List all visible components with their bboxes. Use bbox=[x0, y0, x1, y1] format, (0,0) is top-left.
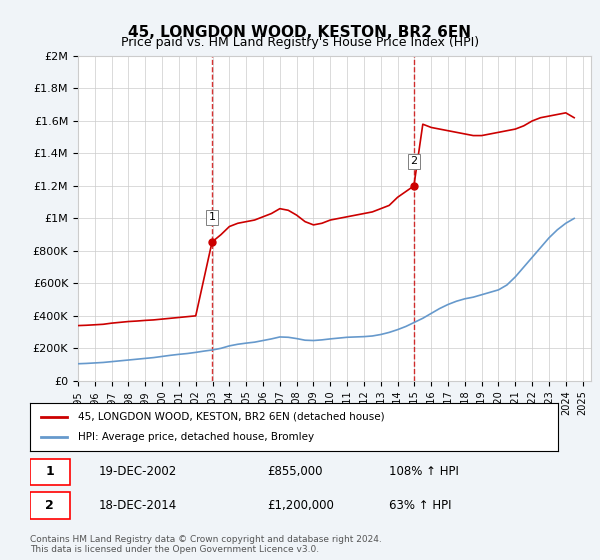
Text: 108% ↑ HPI: 108% ↑ HPI bbox=[389, 465, 459, 478]
Text: £1,200,000: £1,200,000 bbox=[268, 499, 334, 512]
FancyBboxPatch shape bbox=[30, 492, 70, 519]
Text: 63% ↑ HPI: 63% ↑ HPI bbox=[389, 499, 452, 512]
Text: 2: 2 bbox=[46, 499, 54, 512]
Text: Contains HM Land Registry data © Crown copyright and database right 2024.
This d: Contains HM Land Registry data © Crown c… bbox=[30, 535, 382, 554]
Text: 19-DEC-2002: 19-DEC-2002 bbox=[98, 465, 177, 478]
Text: £855,000: £855,000 bbox=[268, 465, 323, 478]
FancyBboxPatch shape bbox=[30, 459, 70, 485]
Text: 1: 1 bbox=[46, 465, 54, 478]
Text: 18-DEC-2014: 18-DEC-2014 bbox=[98, 499, 177, 512]
Text: 45, LONGDON WOOD, KESTON, BR2 6EN (detached house): 45, LONGDON WOOD, KESTON, BR2 6EN (detac… bbox=[77, 412, 384, 422]
Text: Price paid vs. HM Land Registry's House Price Index (HPI): Price paid vs. HM Land Registry's House … bbox=[121, 36, 479, 49]
Text: 45, LONGDON WOOD, KESTON, BR2 6EN: 45, LONGDON WOOD, KESTON, BR2 6EN bbox=[128, 25, 472, 40]
Text: HPI: Average price, detached house, Bromley: HPI: Average price, detached house, Brom… bbox=[77, 432, 314, 442]
Text: 1: 1 bbox=[209, 212, 215, 222]
Text: 2: 2 bbox=[410, 156, 418, 166]
